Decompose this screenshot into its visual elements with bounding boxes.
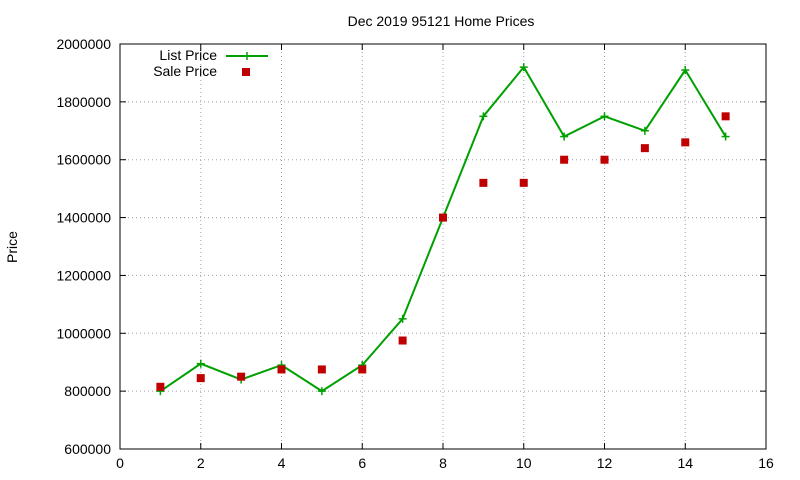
x-tick-label: 2 [197, 455, 205, 471]
y-tick-label: 1600000 [56, 152, 111, 168]
list-price-point [519, 63, 528, 72]
sale-price-point [721, 112, 730, 121]
legend-swatch-sale-price-marker [242, 68, 250, 76]
series-sale-price [156, 112, 730, 391]
y-tick-label: 1200000 [56, 267, 111, 283]
legend-swatches [226, 52, 268, 76]
sale-price-point [600, 155, 609, 164]
y-tick-label: 600000 [64, 441, 111, 457]
list-price-point [196, 359, 205, 368]
sale-price-point [196, 374, 205, 383]
list-price-line [159, 65, 727, 393]
legend-label-list-price: List Price [159, 47, 217, 63]
list-price-point [560, 132, 569, 141]
x-tick-label: 14 [677, 455, 693, 471]
list-price-point [640, 126, 649, 135]
sale-price-point [398, 336, 407, 345]
y-axis-ticks: 600000 800000 1000000 1200000 1400000 1600000… [56, 36, 766, 457]
sale-price-point [519, 178, 528, 187]
sale-price-point [358, 365, 367, 374]
x-tick-label: 6 [358, 455, 366, 471]
y-tick-label: 800000 [64, 383, 111, 399]
legend: List Price Sale Price [153, 47, 268, 79]
list-price-point [398, 314, 407, 323]
sale-price-point [237, 372, 246, 381]
sale-price-point [640, 144, 649, 153]
x-axis-ticks: 0 2 4 6 8 10 12 14 16 [116, 44, 774, 471]
sale-price-point [560, 155, 569, 164]
list-price-point [600, 112, 609, 121]
y-tick-label: 1800000 [56, 94, 111, 110]
y-tick-label: 2000000 [56, 36, 111, 52]
legend-label-sale-price: Sale Price [153, 63, 217, 79]
sale-price-point [156, 382, 165, 391]
x-tick-label: 8 [439, 455, 447, 471]
sale-price-point [479, 178, 488, 187]
sale-price-point [317, 365, 326, 374]
x-tick-label: 10 [516, 455, 532, 471]
list-price-point [681, 66, 690, 75]
list-price-point [317, 387, 326, 396]
y-tick-label: 1000000 [56, 325, 111, 341]
sale-price-point [439, 213, 447, 222]
x-tick-label: 0 [116, 455, 124, 471]
x-tick-label: 4 [278, 455, 286, 471]
list-price-point [479, 112, 488, 121]
plot-area [156, 63, 730, 396]
legend-swatch-list-price-marker [243, 52, 251, 60]
x-tick-label: 12 [597, 455, 613, 471]
x-tick-label: 16 [758, 455, 774, 471]
list-price-point [721, 132, 730, 141]
grid-lines [120, 44, 766, 449]
y-tick-label: 1400000 [56, 210, 111, 226]
chart-title: Dec 2019 95121 Home Prices [348, 13, 535, 29]
sale-price-point [277, 365, 286, 374]
sale-price-point [681, 138, 690, 147]
y-axis-label: Price [4, 231, 20, 263]
